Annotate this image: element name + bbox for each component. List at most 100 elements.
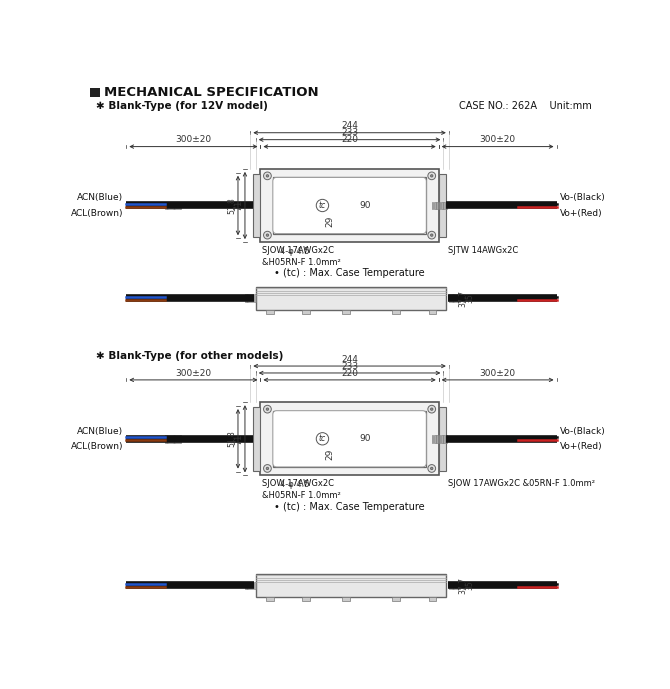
Bar	[273, 411, 426, 467]
Text: 37.7: 37.7	[459, 577, 468, 594]
Bar	[458, 582, 460, 589]
Text: 37.7: 37.7	[459, 290, 468, 307]
Text: 29: 29	[326, 215, 335, 227]
Bar	[451, 294, 453, 302]
Bar	[431, 435, 433, 442]
Bar	[444, 435, 445, 442]
Text: 51.8: 51.8	[227, 197, 237, 214]
Bar	[302, 597, 310, 601]
Bar	[247, 582, 249, 589]
Bar	[439, 202, 440, 209]
Text: 4-φ 4.5: 4-φ 4.5	[280, 480, 310, 489]
Text: SJOW 17AWGx2C &05RN-F 1.0mm²: SJOW 17AWGx2C &05RN-F 1.0mm²	[448, 480, 595, 489]
Text: CASE NO.: 262A    Unit:mm: CASE NO.: 262A Unit:mm	[459, 101, 592, 111]
Text: 300±20: 300±20	[176, 135, 212, 144]
Bar	[168, 435, 169, 442]
Text: 90: 90	[359, 201, 371, 210]
Text: 233: 233	[341, 362, 358, 371]
Circle shape	[428, 405, 436, 413]
Bar	[441, 202, 443, 209]
Circle shape	[428, 464, 436, 472]
Bar	[454, 582, 455, 589]
Bar	[165, 202, 167, 209]
Bar	[444, 202, 445, 209]
Text: 35: 35	[465, 294, 474, 303]
Bar	[431, 202, 433, 209]
Bar	[170, 202, 172, 209]
Bar	[266, 310, 273, 313]
Text: 300±20: 300±20	[480, 135, 516, 144]
Text: tc: tc	[319, 434, 326, 443]
Text: 51.8: 51.8	[227, 431, 237, 447]
Circle shape	[316, 433, 329, 445]
Bar	[252, 582, 253, 589]
Bar	[436, 202, 438, 209]
Bar	[172, 202, 174, 209]
Circle shape	[431, 467, 433, 470]
Bar	[245, 294, 247, 302]
Bar	[429, 597, 436, 601]
Text: 90: 90	[359, 434, 371, 443]
Bar	[392, 597, 400, 601]
Text: ✱ Blank-Type (for 12V model): ✱ Blank-Type (for 12V model)	[96, 101, 268, 111]
Text: 244: 244	[341, 355, 358, 364]
Text: 220: 220	[341, 135, 358, 144]
Bar	[170, 435, 172, 442]
Bar	[266, 597, 273, 601]
Bar	[90, 88, 100, 96]
Circle shape	[266, 408, 269, 411]
Bar	[254, 582, 256, 589]
Bar	[454, 294, 455, 302]
Text: • (tc) : Max. Case Temperature: • (tc) : Max. Case Temperature	[274, 502, 425, 511]
Circle shape	[431, 234, 433, 236]
Bar	[250, 294, 251, 302]
Bar	[177, 435, 178, 442]
Bar	[253, 174, 261, 238]
FancyBboxPatch shape	[273, 411, 426, 467]
Bar	[261, 169, 439, 242]
Text: 71: 71	[234, 433, 243, 444]
Circle shape	[263, 405, 271, 413]
Bar	[458, 294, 460, 302]
Text: 300±20: 300±20	[176, 369, 212, 378]
Bar	[256, 287, 446, 310]
Text: Vo+(Red): Vo+(Red)	[559, 442, 602, 451]
Circle shape	[263, 172, 271, 180]
Bar	[449, 294, 450, 302]
Text: 35: 35	[465, 581, 474, 590]
Bar	[177, 202, 178, 209]
Bar	[179, 202, 181, 209]
Text: 29: 29	[326, 449, 335, 460]
Text: 71: 71	[234, 200, 243, 212]
Text: tc: tc	[319, 201, 326, 210]
Bar	[342, 597, 350, 601]
Text: ✱ Blank-Type (for other models): ✱ Blank-Type (for other models)	[96, 351, 283, 361]
Text: 220: 220	[341, 369, 358, 378]
Text: 300±20: 300±20	[480, 369, 516, 378]
Bar	[446, 202, 448, 209]
Text: 4-φ 4.5: 4-φ 4.5	[280, 247, 310, 256]
Circle shape	[266, 467, 269, 470]
Text: SJOW 17AWGx2C
&H05RN-F 1.0mm²: SJOW 17AWGx2C &H05RN-F 1.0mm²	[262, 246, 341, 267]
Text: ACN(Blue): ACN(Blue)	[77, 194, 123, 203]
Bar	[439, 407, 446, 471]
Circle shape	[316, 199, 329, 212]
Text: 244: 244	[341, 121, 358, 130]
Text: MECHANICAL SPECIFICATION: MECHANICAL SPECIFICATION	[104, 86, 318, 99]
Text: Vo+(Red): Vo+(Red)	[559, 209, 602, 218]
Bar	[456, 582, 458, 589]
Bar	[172, 435, 174, 442]
Circle shape	[431, 175, 433, 177]
Bar	[273, 177, 426, 234]
Circle shape	[428, 172, 436, 180]
Bar	[439, 435, 440, 442]
Bar	[174, 435, 176, 442]
Bar	[446, 435, 448, 442]
Bar	[179, 435, 181, 442]
Bar	[174, 202, 176, 209]
Bar	[168, 202, 169, 209]
Bar	[451, 582, 453, 589]
Circle shape	[266, 175, 269, 177]
Text: SJTW 14AWGx2C: SJTW 14AWGx2C	[448, 246, 519, 255]
Circle shape	[431, 408, 433, 411]
